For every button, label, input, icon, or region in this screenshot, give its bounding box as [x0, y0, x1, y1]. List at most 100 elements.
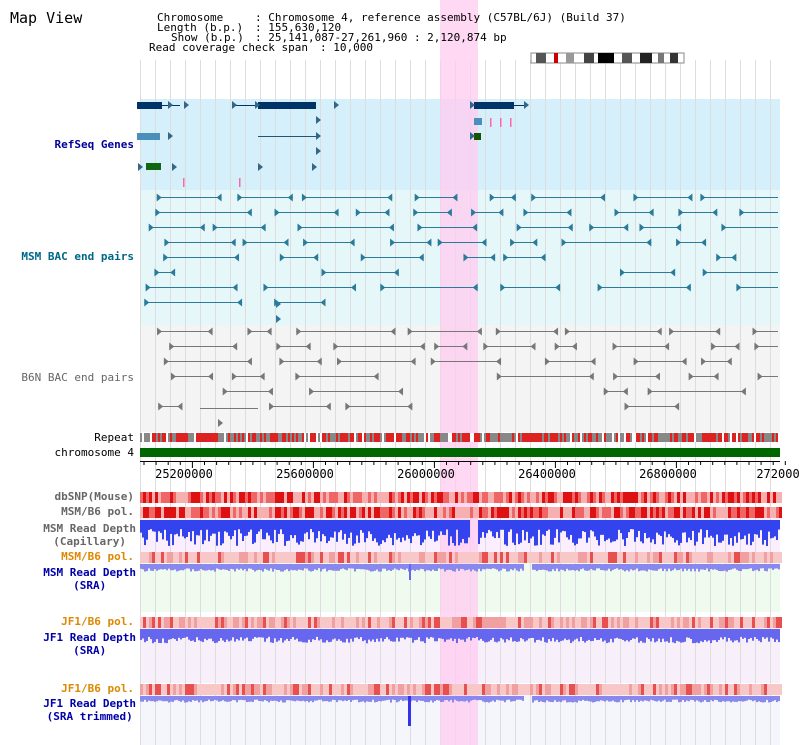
depth-bar — [538, 629, 540, 640]
heat-cell — [737, 492, 740, 503]
depth-bar — [456, 629, 458, 644]
depth-bar — [434, 564, 436, 571]
heat-cell — [539, 617, 542, 628]
depth-bar — [314, 520, 316, 543]
depth-bar — [686, 629, 688, 638]
heat-cell — [620, 507, 623, 518]
axis-tick-label: 26400000 — [518, 467, 576, 481]
heat-cell — [713, 492, 716, 503]
bac-end-marker — [296, 327, 302, 336]
track-label-jf1-b6-pol-1[interactable]: JF1/B6 pol. — [61, 615, 134, 628]
depth-bar — [498, 520, 500, 538]
track-label-msm-b6-pol-1[interactable]: MSM/B6 pol. — [61, 505, 134, 518]
bac-end-marker — [530, 342, 536, 351]
heat-cell — [215, 492, 218, 503]
bac-end-marker — [325, 402, 331, 411]
bac-end-marker — [734, 342, 740, 351]
heat-cell — [254, 492, 257, 503]
heat-cell — [401, 684, 404, 695]
bac-end-marker — [242, 238, 248, 247]
depth-bar — [226, 520, 228, 533]
track-label-msm-bac[interactable]: MSM BAC end pairs — [21, 250, 134, 263]
depth-spike — [408, 696, 411, 726]
repeat-segment — [442, 433, 444, 442]
heat-cell — [644, 507, 647, 518]
depth-bar — [338, 629, 340, 640]
depth-bar — [672, 696, 674, 700]
repeat-segment — [566, 433, 568, 442]
depth-bar — [298, 520, 300, 545]
depth-bar — [214, 520, 216, 534]
repeat-segment — [562, 433, 564, 442]
repeat-segment — [776, 433, 778, 442]
repeat-segment — [440, 433, 442, 442]
depth-bar — [668, 564, 670, 569]
heat-cell — [209, 507, 212, 518]
track-label-chromosome[interactable]: chromosome 4 — [54, 446, 134, 459]
track-label-refseq[interactable]: RefSeq Genes — [54, 138, 134, 151]
depth-bar — [308, 696, 310, 703]
depth-bar — [446, 696, 448, 701]
track-label-b6n-bac[interactable]: B6N BAC end pairs — [21, 371, 134, 384]
depth-bar — [360, 520, 362, 531]
chromosome-ideogram[interactable] — [530, 52, 686, 64]
depth-bar — [606, 629, 608, 644]
track-label-repeat[interactable]: Repeat — [94, 431, 134, 444]
heat-cell — [332, 552, 335, 563]
heat-cell — [746, 617, 749, 628]
depth-bar — [668, 696, 670, 702]
depth-bar — [542, 629, 544, 638]
depth-bar — [216, 520, 218, 546]
heat-cell — [296, 684, 299, 695]
track-label-jf1-depth-trimmed[interactable]: JF1 Read Depth (SRA trimmed) — [43, 697, 136, 723]
depth-bar — [652, 520, 654, 540]
heat-cell — [389, 552, 392, 563]
depth-bar — [202, 629, 204, 643]
depth-bar — [300, 520, 302, 542]
depth-bar — [752, 629, 754, 641]
repeat-segment — [214, 433, 216, 442]
heat-cell — [590, 617, 593, 628]
heat-cell — [458, 684, 461, 695]
depth-bar — [164, 629, 166, 643]
track-label-jf1-b6-pol-2[interactable]: JF1/B6 pol. — [61, 682, 134, 695]
heat-cell — [260, 617, 263, 628]
heat-cell — [716, 507, 719, 518]
heat-cell — [572, 684, 575, 695]
repeat-segment — [718, 433, 720, 442]
heat-cell — [752, 552, 755, 563]
bac-end-marker — [263, 283, 269, 292]
depth-bar — [414, 629, 416, 641]
heat-cell — [671, 552, 674, 563]
depth-bar — [352, 520, 354, 546]
bac-end-marker — [437, 238, 443, 247]
track-label-dbsnp[interactable]: dbSNP(Mouse) — [54, 490, 134, 503]
track-label-msm-depth-capillary[interactable]: MSM Read Depth (Capillary) — [43, 522, 136, 548]
depth-bar — [720, 564, 722, 572]
depth-bar — [294, 696, 296, 702]
depth-bar — [772, 564, 774, 570]
depth-bar — [542, 696, 544, 703]
heat-cell — [383, 684, 386, 695]
heat-cell — [374, 684, 377, 695]
depth-bar — [590, 629, 592, 642]
heat-cell — [368, 684, 371, 695]
depth-bar — [532, 696, 534, 703]
repeat-segment — [740, 433, 742, 442]
heat-cell — [485, 507, 488, 518]
track-label-msm-depth-sra[interactable]: MSM Read Depth (SRA) — [43, 566, 136, 592]
heat-cell — [161, 507, 164, 518]
heat-cell — [773, 552, 776, 563]
track-label-jf1-depth-sra[interactable]: JF1 Read Depth (SRA) — [43, 631, 136, 657]
bac-end-marker — [413, 208, 419, 217]
depth-bar — [776, 629, 778, 640]
depth-bar — [778, 629, 780, 643]
depth-bar — [550, 696, 552, 702]
heat-cell — [572, 552, 575, 563]
heat-cell — [347, 507, 350, 518]
track-label-msm-b6-pol-2[interactable]: MSM/B6 pol. — [61, 550, 134, 563]
heat-cell — [281, 617, 284, 628]
repeat-segment — [522, 433, 524, 442]
bac-end-marker — [144, 298, 150, 307]
